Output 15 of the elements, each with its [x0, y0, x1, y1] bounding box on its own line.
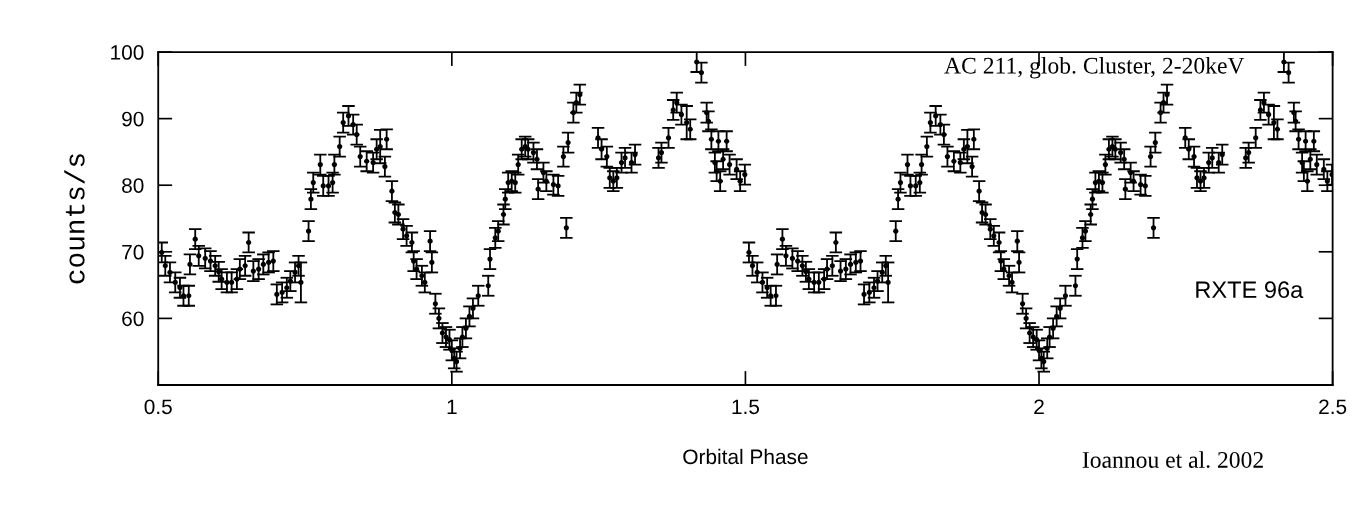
- x-axis-title: Orbital Phase: [683, 448, 808, 465]
- annotation: RXTE 96a: [1196, 281, 1304, 299]
- x-tick-label: 1.5: [732, 399, 760, 415]
- x-tick-label: 0.5: [144, 399, 172, 415]
- y-tick-label: 80: [122, 178, 144, 193]
- x-tick-label: 1: [447, 399, 457, 414]
- x-tick-label: 2: [1034, 399, 1044, 414]
- y-tick-label: 60: [122, 311, 144, 327]
- y-tick-label: 70: [122, 244, 144, 260]
- x-tick-label: 2.5: [1319, 399, 1347, 415]
- y-tick-label: 90: [122, 111, 144, 127]
- y-tick-label: 100: [111, 45, 144, 60]
- annotation: AC 211, glob. Cluster, 2-20keV: [944, 57, 1245, 79]
- y-axis-title: counts/s: [64, 154, 85, 284]
- text: Ioannou et al. 2002: [1082, 451, 1263, 468]
